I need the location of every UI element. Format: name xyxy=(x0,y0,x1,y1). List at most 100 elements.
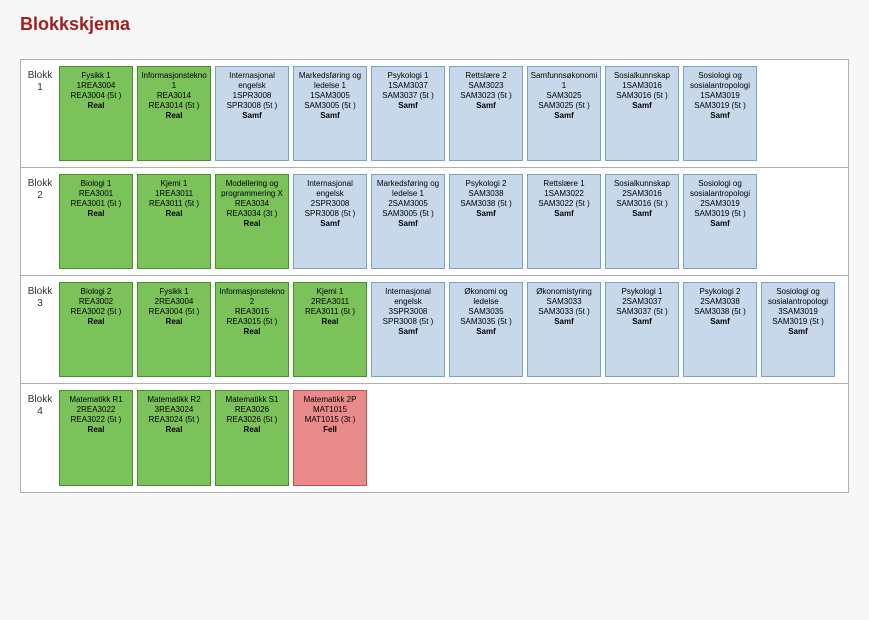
course-detail: SAM3037 (5t ) xyxy=(374,91,442,101)
course-detail: SPR3008 (5t ) xyxy=(218,101,286,111)
course-cell[interactable]: Internasjonal engelsk1SPR3008SPR3008 (5t… xyxy=(215,66,289,161)
course-name: Psykologi 1 xyxy=(374,71,442,81)
course-name: Kjemi 1 xyxy=(296,287,364,297)
course-name: Internasjonal engelsk xyxy=(296,179,364,199)
course-code: 1REA3011 xyxy=(140,189,208,199)
course-category: Samf xyxy=(452,209,520,219)
course-cell[interactable]: Biologi 2REA3002REA3002 (5t )Real xyxy=(59,282,133,377)
course-category: Samf xyxy=(452,327,520,337)
course-cell[interactable]: Kjemi 12REA3011REA3011 (5t )Real xyxy=(293,282,367,377)
course-code: REA3001 xyxy=(62,189,130,199)
course-detail: REA3004 (5t ) xyxy=(62,91,130,101)
course-cell[interactable]: Matematikk R12REA3022REA3022 (5t )Real xyxy=(59,390,133,486)
course-cell[interactable]: Markedsføring og ledelse 11SAM3005SAM300… xyxy=(293,66,367,161)
course-cell[interactable]: ØkonomistyringSAM3033SAM3033 (5t )Samf xyxy=(527,282,601,377)
course-cell[interactable]: Psykologi 22SAM3038SAM3038 (5t )Samf xyxy=(683,282,757,377)
course-detail: SAM3016 (5t ) xyxy=(608,199,676,209)
course-cell[interactable]: Matematikk 2PMAT1015MAT1015 (3t )Fell xyxy=(293,390,367,486)
course-cell[interactable]: Markedsføring og ledelse 12SAM3005SAM300… xyxy=(371,174,445,269)
course-category: Real xyxy=(140,209,208,219)
block-label: Blokk2 xyxy=(21,174,59,269)
course-name: Psykologi 2 xyxy=(686,287,754,297)
course-detail: REA3026 (5t ) xyxy=(218,415,286,425)
course-cell[interactable]: Fysikk 11REA3004REA3004 (5t )Real xyxy=(59,66,133,161)
course-detail: REA3011 (5t ) xyxy=(140,199,208,209)
course-name: Sosialkunnskap xyxy=(608,179,676,189)
course-cell[interactable]: Samfunnsøkonomi 1SAM3025SAM3025 (5t )Sam… xyxy=(527,66,601,161)
course-detail: SAM3035 (5t ) xyxy=(452,317,520,327)
block-label-text: Blokk xyxy=(21,178,59,190)
course-code: REA3014 xyxy=(140,91,208,101)
course-code: 1SAM3005 xyxy=(296,91,364,101)
course-cell[interactable]: Internasjonal engelsk2SPR3008SPR3008 (5t… xyxy=(293,174,367,269)
course-category: Samf xyxy=(686,111,754,121)
course-name: Sosiologi og sosialantropologi xyxy=(686,179,754,199)
course-cell[interactable]: Informasjonstekno 2REA3015REA3015 (5t )R… xyxy=(215,282,289,377)
course-detail: REA3011 (5t ) xyxy=(296,307,364,317)
course-category: Samf xyxy=(608,209,676,219)
block-row: Blokk1Fysikk 11REA3004REA3004 (5t )RealI… xyxy=(21,60,848,168)
course-cell[interactable]: Rettslære 2SAM3023SAM3023 (5t )Samf xyxy=(449,66,523,161)
course-name: Kjemi 1 xyxy=(140,179,208,189)
course-detail: SAM3005 (5t ) xyxy=(296,101,364,111)
course-category: Real xyxy=(62,317,130,327)
course-cell[interactable]: Rettslære 11SAM3022SAM3022 (5t )Samf xyxy=(527,174,601,269)
course-category: Samf xyxy=(296,111,364,121)
course-category: Samf xyxy=(686,219,754,229)
course-name: Markedsføring og ledelse 1 xyxy=(296,71,364,91)
course-cell[interactable]: Sosialkunnskap2SAM3016SAM3016 (5t )Samf xyxy=(605,174,679,269)
course-cell[interactable]: Sosialkunnskap1SAM3016SAM3016 (5t )Samf xyxy=(605,66,679,161)
course-cell[interactable]: Psykologi 2SAM3038SAM3038 (5t )Samf xyxy=(449,174,523,269)
course-code: REA3026 xyxy=(218,405,286,415)
course-cell[interactable]: Biologi 1REA3001REA3001 (5t )Real xyxy=(59,174,133,269)
course-detail: REA3002 (5t ) xyxy=(62,307,130,317)
course-detail: SAM3023 (5t ) xyxy=(452,91,520,101)
block-row: Blokk2Biologi 1REA3001REA3001 (5t )RealK… xyxy=(21,168,848,276)
course-code: SAM3033 xyxy=(530,297,598,307)
course-category: Samf xyxy=(374,219,442,229)
course-cell[interactable]: Sosiologi og sosialantropologi2SAM3019SA… xyxy=(683,174,757,269)
course-code: REA3002 xyxy=(62,297,130,307)
course-code: 1SAM3016 xyxy=(608,81,676,91)
course-detail: SAM3025 (5t ) xyxy=(530,101,598,111)
course-cell[interactable]: Psykologi 11SAM3037SAM3037 (5t )Samf xyxy=(371,66,445,161)
course-cell[interactable]: Internasjonal engelsk3SPR3008SPR3008 (5t… xyxy=(371,282,445,377)
course-code: 2SAM3005 xyxy=(374,199,442,209)
course-detail: SAM3022 (5t ) xyxy=(530,199,598,209)
course-name: Økonomistyring xyxy=(530,287,598,297)
course-cell[interactable]: Modellering og programmering XREA3034REA… xyxy=(215,174,289,269)
course-code: 1SAM3019 xyxy=(686,91,754,101)
course-detail: REA3024 (5t ) xyxy=(140,415,208,425)
course-cell[interactable]: Økonomi og ledelseSAM3035SAM3035 (5t )Sa… xyxy=(449,282,523,377)
course-name: Biologi 1 xyxy=(62,179,130,189)
course-cell[interactable]: Sosiologi og sosialantropologi1SAM3019SA… xyxy=(683,66,757,161)
course-detail: REA3022 (5t ) xyxy=(62,415,130,425)
course-detail: SAM3033 (5t ) xyxy=(530,307,598,317)
courses-container: Fysikk 11REA3004REA3004 (5t )RealInforma… xyxy=(59,66,842,161)
course-code: 1SPR3008 xyxy=(218,91,286,101)
course-name: Økonomi og ledelse xyxy=(452,287,520,307)
course-name: Informasjonstekno 2 xyxy=(218,287,286,307)
course-cell[interactable]: Matematikk R23REA3024REA3024 (5t )Real xyxy=(137,390,211,486)
course-cell[interactable]: Psykologi 12SAM3037SAM3037 (5t )Samf xyxy=(605,282,679,377)
course-cell[interactable]: Sosiologi og sosialantropologi3SAM3019SA… xyxy=(761,282,835,377)
course-code: REA3034 xyxy=(218,199,286,209)
course-cell[interactable]: Fysikk 12REA3004REA3004 (5t )Real xyxy=(137,282,211,377)
course-code: SAM3025 xyxy=(530,91,598,101)
course-category: Samf xyxy=(530,111,598,121)
course-cell[interactable]: Kjemi 11REA3011REA3011 (5t )Real xyxy=(137,174,211,269)
course-cell[interactable]: Matematikk S1REA3026REA3026 (5t )Real xyxy=(215,390,289,486)
block-label: Blokk3 xyxy=(21,282,59,377)
course-detail: REA3014 (5t ) xyxy=(140,101,208,111)
course-name: Sosiologi og sosialantropologi xyxy=(686,71,754,91)
course-category: Samf xyxy=(296,219,364,229)
course-name: Psykologi 1 xyxy=(608,287,676,297)
block-label-text: Blokk xyxy=(21,286,59,298)
course-name: Matematikk 2P xyxy=(296,395,364,405)
course-cell[interactable]: Informasjonstekno 1REA3014REA3014 (5t )R… xyxy=(137,66,211,161)
course-category: Samf xyxy=(530,317,598,327)
course-detail: SAM3037 (5t ) xyxy=(608,307,676,317)
course-code: SAM3023 xyxy=(452,81,520,91)
course-code: 2SPR3008 xyxy=(296,199,364,209)
schedule-table: Blokk1Fysikk 11REA3004REA3004 (5t )RealI… xyxy=(20,59,849,493)
